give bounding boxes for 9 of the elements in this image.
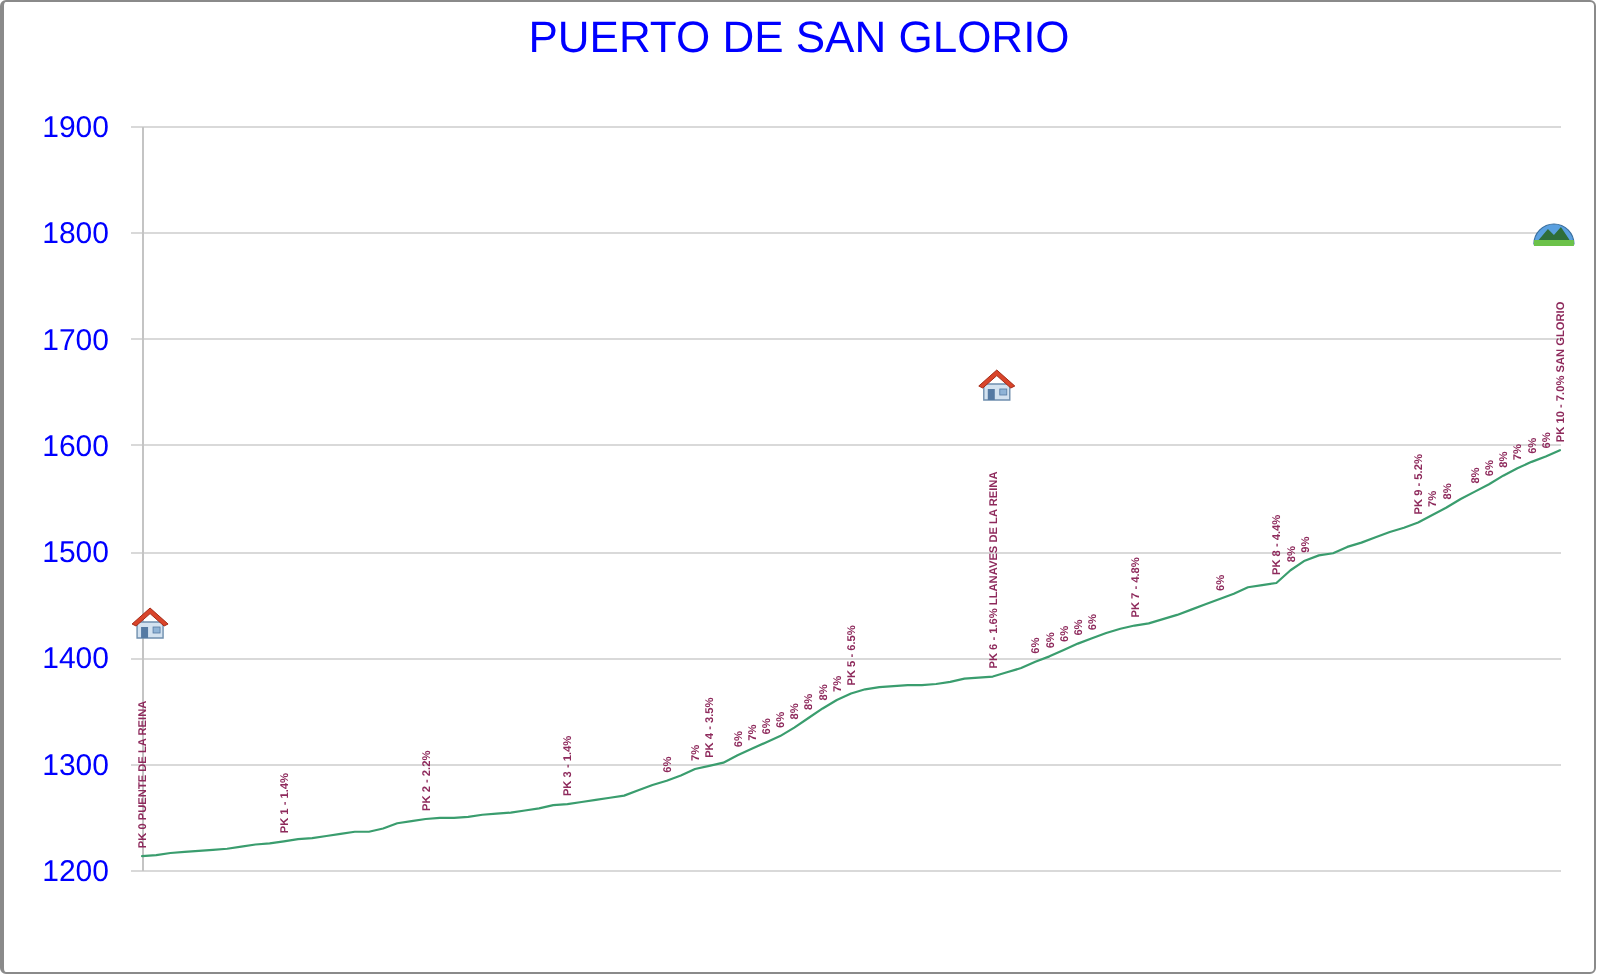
y-tick-label: 1300 [42, 748, 109, 783]
y-tick-label: 1200 [42, 855, 109, 889]
y-tick-label: 1500 [42, 536, 109, 571]
y-tick-label: 1700 [42, 323, 109, 358]
y-tick-label: 1600 [42, 429, 109, 464]
y-tick-label: 1900 [42, 111, 109, 145]
chart-title: PUERTO DE SAN GLORIO [528, 12, 1070, 62]
y-tick-label: 1800 [42, 217, 109, 252]
y-tick-label: 1400 [42, 642, 109, 677]
